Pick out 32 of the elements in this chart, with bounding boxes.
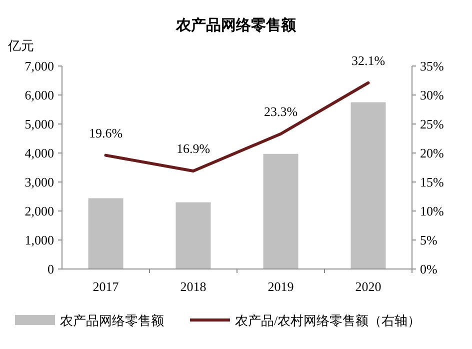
y-tick-label: 6,000: [24, 88, 54, 103]
legend-label: 农产品/农村网络零售额（右轴）: [235, 312, 421, 328]
legend-label: 农产品网络零售额: [60, 312, 164, 328]
y2-tick-label: 15%: [420, 174, 444, 190]
data-label: 32.1%: [351, 52, 386, 68]
x-tick-label: 2020: [355, 279, 382, 294]
x-tick-label: 2018: [180, 279, 206, 294]
y2-tick-label: 35%: [420, 58, 444, 74]
data-label: 19.6%: [88, 125, 123, 140]
data-label: 23.3%: [264, 104, 298, 119]
y2-tick-label: 5%: [420, 232, 438, 248]
y-tick-label: 1,000: [24, 232, 54, 248]
y-tick-label: 7,000: [24, 58, 54, 74]
y-tick-label: 0: [48, 262, 54, 277]
bar: [88, 198, 124, 269]
y2-tick-label: 0%: [420, 262, 438, 277]
y2-tick-label: 30%: [420, 88, 444, 103]
y2-tick-label: 10%: [420, 204, 444, 219]
y-axis-title: 亿元: [7, 38, 34, 53]
bar: [263, 154, 298, 269]
y-tick-label: 4,000: [24, 146, 54, 161]
y-tick-label: 2,000: [24, 204, 54, 219]
x-tick-label: 2017: [92, 279, 120, 294]
y-tick-label: 3,000: [24, 174, 54, 190]
x-tick-label: 2019: [268, 279, 294, 294]
y-tick-label: 5,000: [24, 116, 54, 132]
bar: [350, 102, 386, 269]
chart-title: 农产品网络零售额: [175, 16, 297, 34]
bar: [176, 202, 211, 269]
y2-tick-label: 20%: [420, 146, 444, 161]
data-label: 16.9%: [176, 140, 210, 156]
y2-tick-label: 25%: [420, 116, 444, 132]
